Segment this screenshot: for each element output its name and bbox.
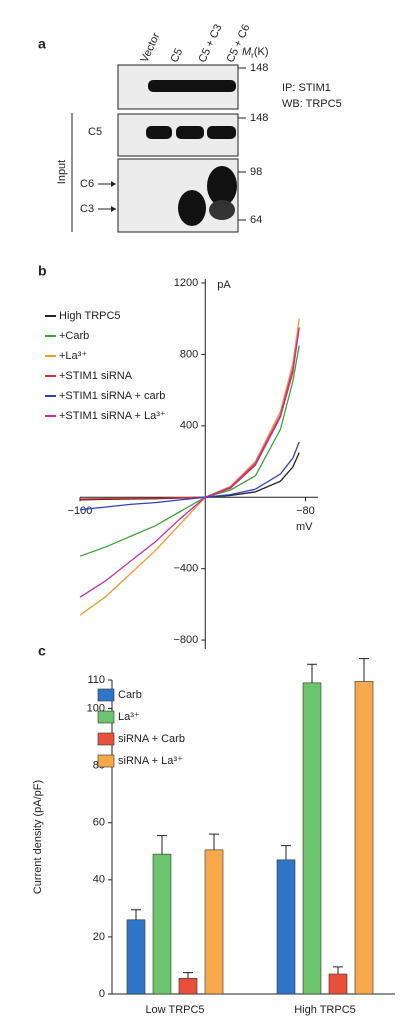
ip-text: IP: STIM1 [282, 82, 331, 94]
mr-unit: (K) [254, 46, 269, 58]
bar [276, 859, 296, 995]
bar [204, 849, 224, 995]
y-tick-label: 110 [87, 674, 105, 686]
iv-curve [79, 452, 300, 501]
legend-label: Carb [118, 689, 142, 701]
bar [328, 973, 348, 995]
error-bar [307, 663, 317, 683]
blot-band [146, 126, 172, 139]
y-axis-label: Current density (pA/pF) [32, 780, 44, 894]
blot-band [207, 126, 236, 139]
y-tick-label: 60 [93, 817, 105, 829]
bar [178, 977, 198, 995]
lane-label: C5 + C6 [224, 23, 252, 65]
x-tick-label: −80 [296, 505, 315, 517]
marker-label: 148 [250, 62, 268, 74]
bar [152, 853, 172, 995]
blot-band [176, 126, 204, 139]
y-tick-label: 1200 [174, 277, 198, 289]
lane-label: C5 + C3 [196, 23, 224, 65]
legend-label: +La³⁺ [59, 350, 87, 362]
y-tick-label: 800 [180, 348, 198, 360]
blot-band [148, 80, 236, 92]
error-bar [157, 835, 167, 855]
legend-swatch [97, 754, 115, 768]
y-tick-label: 20 [93, 931, 105, 943]
y-tick-label: 40 [93, 874, 105, 886]
band-label: C3 [80, 203, 94, 215]
blot-band [178, 190, 206, 226]
input-label: Input [56, 160, 68, 184]
legend-label: High TRPC5 [59, 310, 121, 322]
error-bar [131, 909, 141, 920]
blot-band [209, 200, 235, 220]
legend-label: siRNA + La³⁺ [118, 755, 183, 767]
error-bar [333, 966, 343, 975]
y-tick-label: 400 [180, 420, 198, 432]
y-tick-label: −400 [173, 563, 198, 575]
mr-subscript: r [251, 51, 254, 60]
arrowhead [111, 181, 116, 187]
x-tick-label: −100 [68, 505, 93, 517]
legend-label: +STIM1 siRNA [59, 370, 133, 382]
lane-group-label: C5 [88, 126, 102, 138]
marker-label: 148 [250, 112, 268, 124]
arrowhead [111, 206, 116, 212]
y-tick-label: −800 [173, 634, 198, 646]
bar [354, 681, 374, 995]
wb-text: WB: TRPC5 [282, 98, 342, 110]
legend-swatch [97, 710, 115, 724]
x-axis-label: mV [296, 521, 313, 533]
x-tick-label: High TRPC5 [294, 1004, 356, 1016]
bar [126, 919, 146, 995]
error-bar [281, 845, 291, 860]
legend-label: siRNA + Carb [118, 733, 185, 745]
error-bar [209, 833, 219, 850]
legend-label: +STIM1 siRNA + La³⁺ [59, 410, 166, 422]
lane-label: Vector [138, 31, 162, 65]
x-tick-label: Low TRPC5 [145, 1004, 204, 1016]
mr-symbol: M [242, 46, 252, 58]
panel-label: a [38, 36, 46, 52]
y-axis-label: pA [217, 279, 231, 291]
blot-band [207, 166, 237, 206]
legend-label: +Carb [59, 330, 89, 342]
marker-label: 64 [250, 214, 262, 226]
bar [302, 682, 322, 995]
error-bar [183, 972, 193, 979]
panel-label: b [38, 263, 47, 279]
iv-curve [79, 327, 300, 598]
lane-label: C5 [168, 47, 185, 65]
legend-label: +STIM1 siRNA + carb [59, 390, 165, 402]
mr-label: Mr(K) [242, 46, 269, 60]
legend-label: La³⁺ [118, 711, 140, 723]
panel-label: c [38, 643, 46, 659]
legend-swatch [97, 688, 115, 702]
error-bar [359, 658, 369, 682]
marker-label: 98 [250, 166, 262, 178]
band-label: C6 [80, 178, 94, 190]
legend-swatch [97, 732, 115, 746]
y-tick-label: 0 [99, 988, 105, 1000]
